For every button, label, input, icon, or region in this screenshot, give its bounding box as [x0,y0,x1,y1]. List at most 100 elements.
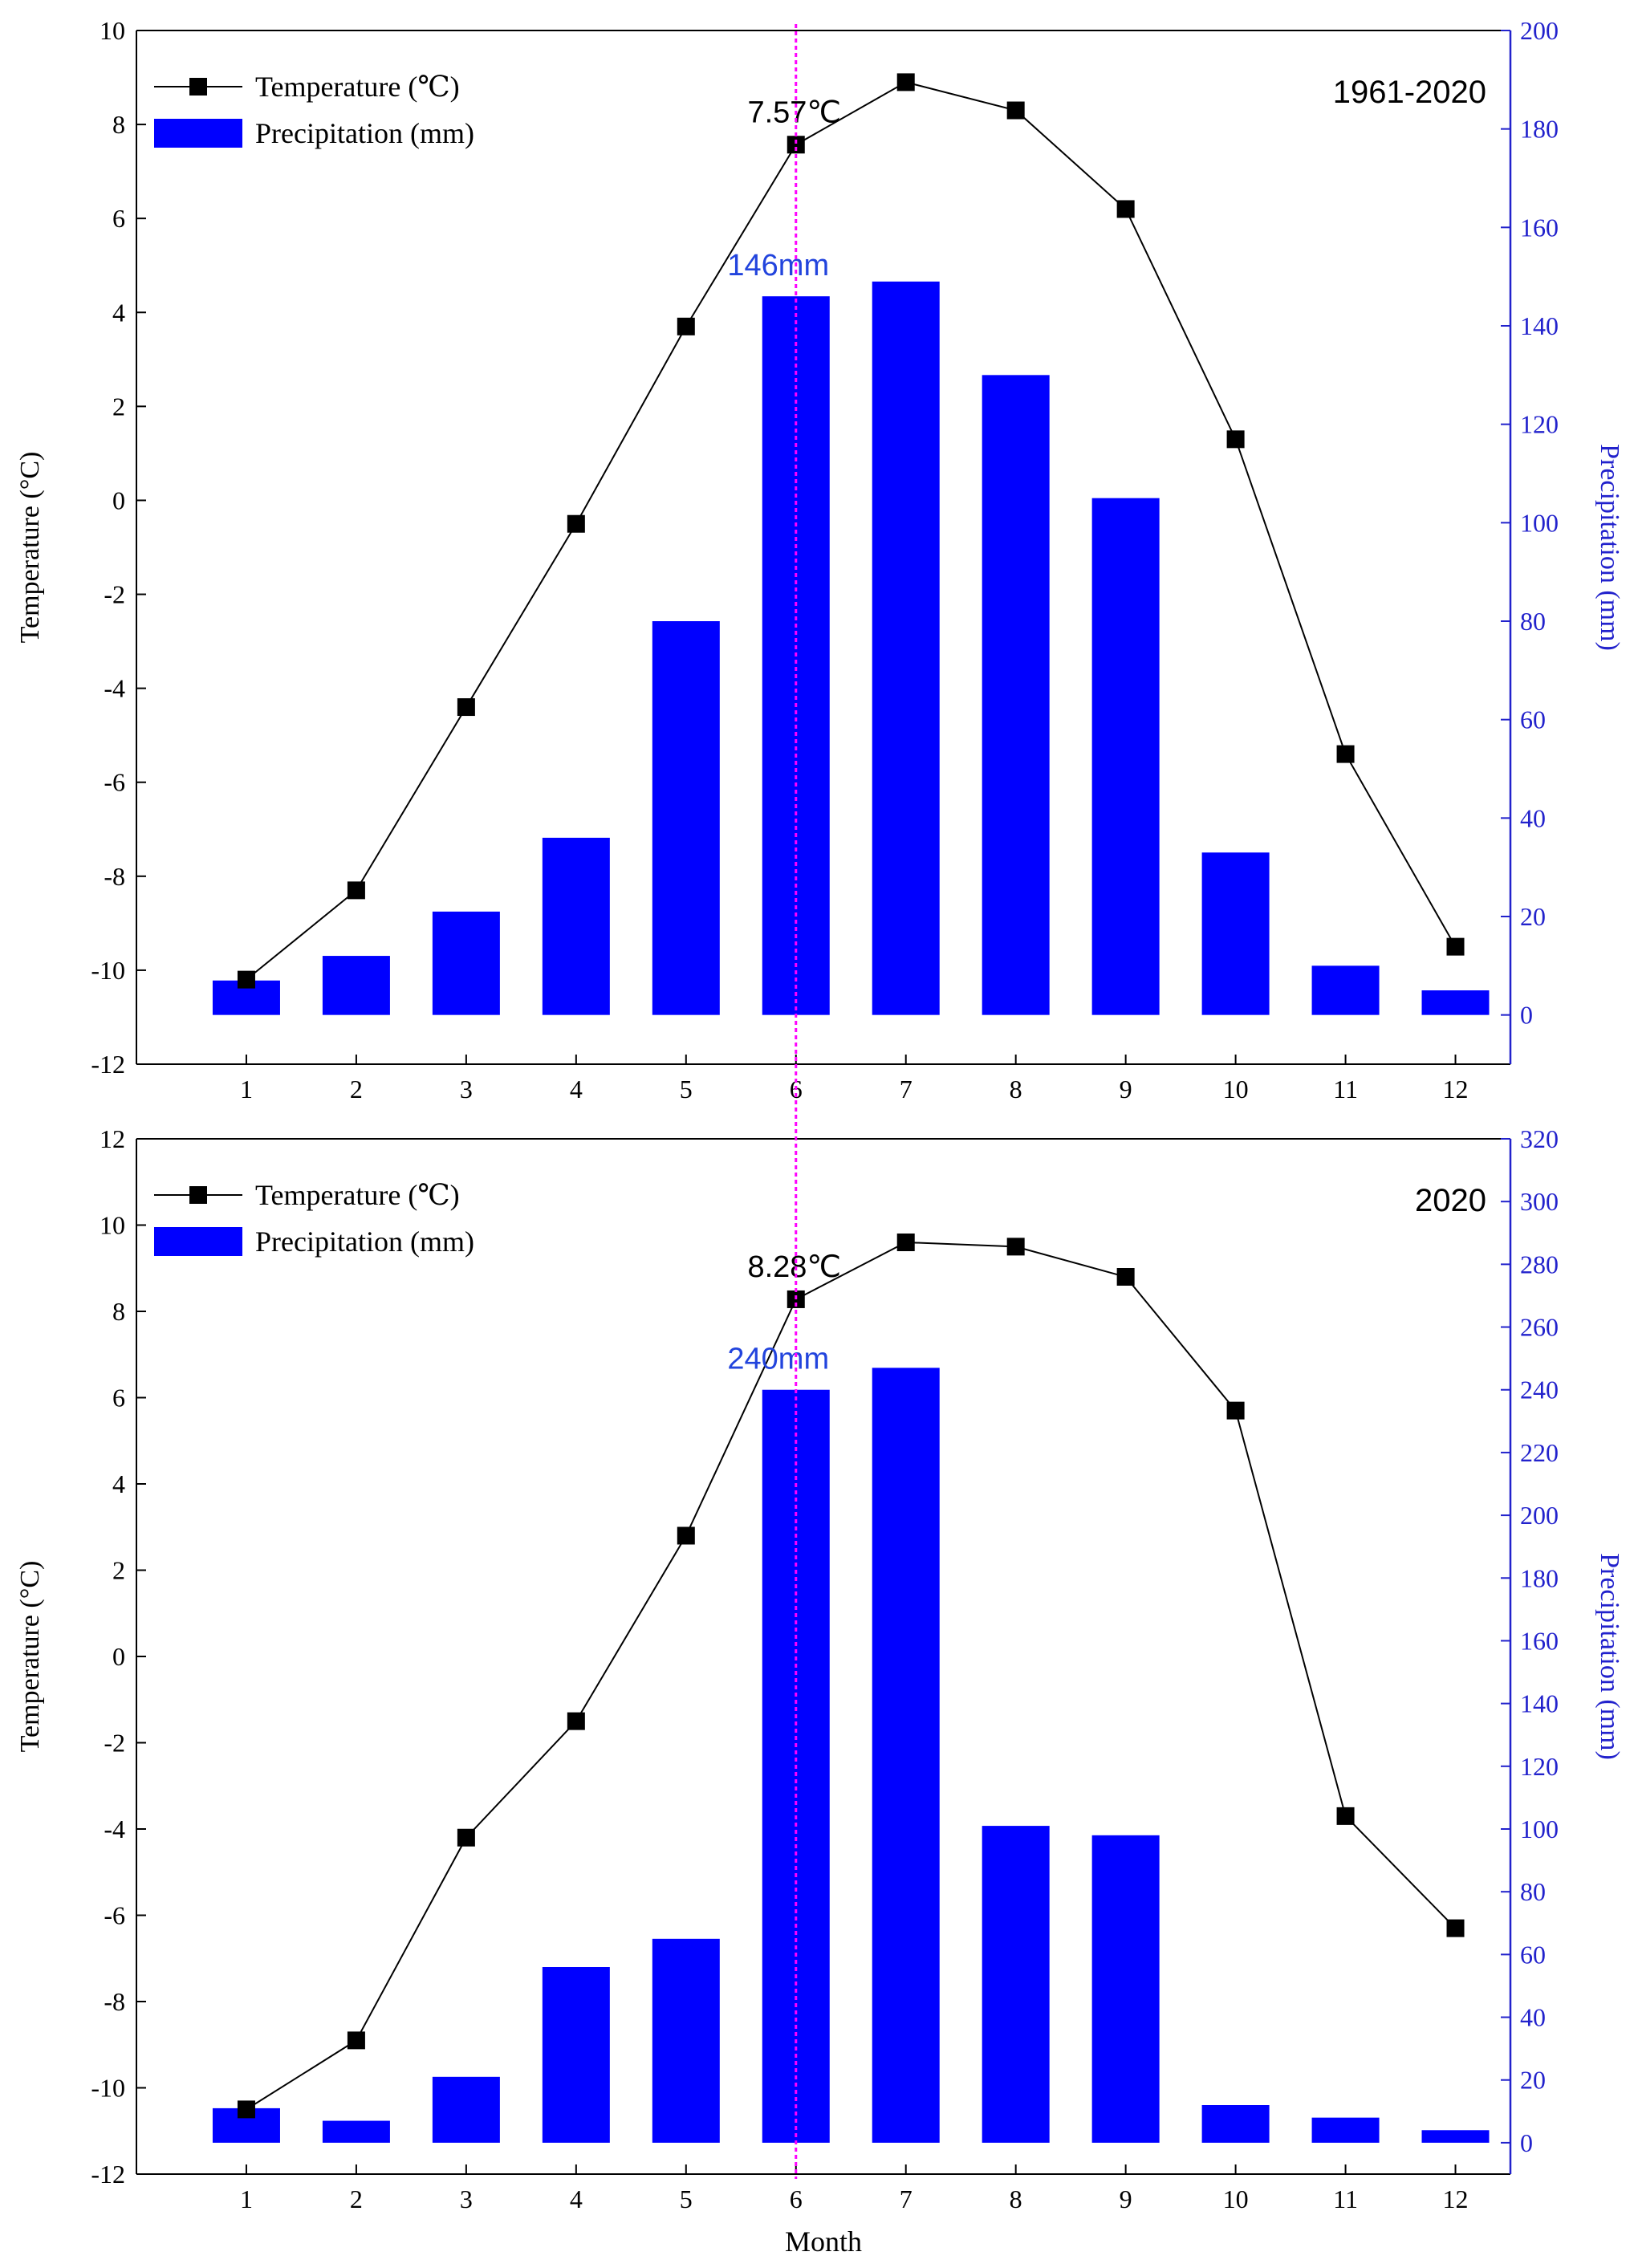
legend-temperature-marker [189,1186,207,1204]
legend-precipitation-label: Precipitation (mm) [255,1225,474,1258]
x-tick-label: 8 [1010,2185,1022,2213]
right-tick-label: 180 [1520,115,1559,144]
left-tick-label: 12 [100,1124,125,1153]
right-tick-label: 100 [1520,508,1559,537]
precipitation-peak-annotation: 146mm [727,249,829,282]
right-tick-label: 300 [1520,1187,1559,1216]
left-tick-label: 2 [112,392,125,421]
precip-bar-month-10 [1201,852,1270,1015]
left-tick-label: -10 [91,956,125,985]
precip-bar-month-7 [872,1368,940,2143]
right-tick-label: 160 [1520,1626,1559,1655]
x-tick-label: 11 [1333,1075,1358,1104]
right-tick-label: 60 [1520,1940,1546,1969]
legend-precipitation-swatch [154,1227,242,1256]
temperature-line [246,81,1457,981]
left-tick-label: 8 [112,110,125,139]
x-tick-label: 4 [570,1075,583,1104]
precip-bar-month-11 [1311,965,1380,1015]
right-tick-label: 140 [1520,1689,1559,1718]
left-axis-title: Temperature (°C) [15,1561,45,1753]
left-tick-label: 4 [112,298,125,327]
x-tick-label: 9 [1120,2185,1132,2213]
x-tick-label: 12 [1443,1075,1469,1104]
legend-temperature-marker [189,78,207,96]
right-tick-label: 20 [1520,902,1546,931]
right-tick-label: 20 [1520,2066,1546,2095]
x-tick-label: 3 [460,1075,473,1104]
panel-year-label: 2020 [1415,1183,1486,1218]
left-tick-label: 2 [112,1556,125,1585]
left-tick-label: -8 [104,1987,125,2016]
legend-precipitation-swatch [154,119,242,148]
left-tick-label: 10 [100,1211,125,1240]
right-tick-label: 60 [1520,705,1546,734]
right-axis-title: Precipitation (mm) [1595,444,1624,651]
temperature-marker-month-9 [1116,200,1135,218]
right-tick-label: 120 [1520,1752,1559,1781]
right-tick-label: 140 [1520,311,1559,340]
right-tick-label: 280 [1520,1250,1559,1278]
left-tick-label: 0 [112,486,125,514]
temperature-marker-month-4 [567,514,585,533]
x-tick-label: 11 [1333,2185,1358,2213]
right-axis-title: Precipitation (mm) [1595,1553,1624,1760]
left-tick-label: -4 [104,1815,125,1843]
x-tick-label: 1 [240,2185,253,2213]
precip-bar-month-11 [1311,2117,1380,2143]
temperature-marker-month-11 [1336,745,1355,763]
left-tick-label: 8 [112,1297,125,1326]
precip-bar-month-8 [982,375,1050,1015]
precip-bar-month-8 [982,1826,1050,2143]
x-tick-label: 2 [350,1075,363,1104]
precip-bar-month-10 [1201,2105,1270,2143]
x-tick-label: 12 [1443,2185,1469,2213]
temperature-marker-month-12 [1446,1919,1465,1937]
right-tick-label: 180 [1520,1563,1559,1592]
temperature-marker-month-2 [347,2031,365,2050]
temperature-marker-month-10 [1226,430,1245,449]
precip-bar-month-9 [1091,1835,1160,2143]
right-tick-label: 200 [1520,16,1559,45]
x-tick-label: 10 [1223,2185,1249,2213]
x-tick-label: 5 [680,1075,693,1104]
right-tick-label: 0 [1520,1001,1533,1030]
right-tick-label: 200 [1520,1501,1559,1530]
right-tick-label: 120 [1520,410,1559,439]
legend-precipitation-label: Precipitation (mm) [255,117,474,149]
temperature-marker-month-8 [1006,1238,1025,1256]
right-tick-label: 320 [1520,1124,1559,1153]
left-tick-label: -6 [104,768,125,797]
panel-year-label: 1961-2020 [1333,75,1486,110]
precip-bar-month-9 [1091,498,1160,1015]
x-tick-label: 3 [460,2185,473,2213]
x-tick-label: 5 [680,2185,693,2213]
left-axis-title: Temperature (°C) [15,452,45,644]
temperature-marker-month-8 [1006,101,1025,120]
temperature-peak-annotation: 8.28℃ [747,1250,841,1284]
chart-panel-2: -12-10-8-6-4-202468101202040608010012014… [15,1124,1624,2213]
left-tick-label: 10 [100,16,125,45]
precip-bar-month-3 [432,911,500,1015]
x-tick-label: 10 [1223,1075,1249,1104]
left-tick-label: -8 [104,862,125,891]
temperature-marker-month-9 [1116,1268,1135,1286]
x-tick-label: 8 [1010,1075,1022,1104]
precip-bar-month-7 [872,281,940,1015]
temperature-marker-month-4 [567,1712,585,1730]
temperature-marker-month-7 [896,1234,915,1251]
precip-bar-month-5 [652,621,720,1015]
legend-temperature-label: Temperature (℃) [255,1179,460,1211]
precip-bar-month-5 [652,1938,720,2143]
temperature-line [246,1241,1457,2111]
x-tick-label: 9 [1120,1075,1132,1104]
right-tick-label: 240 [1520,1376,1559,1404]
left-tick-label: 6 [112,204,125,233]
precipitation-peak-annotation: 240mm [727,1343,829,1376]
temperature-peak-annotation: 7.57℃ [747,96,841,129]
left-tick-label: -4 [104,674,125,703]
right-tick-label: 80 [1520,607,1546,636]
right-tick-label: 80 [1520,1877,1546,1906]
precip-bar-month-4 [542,1967,610,2143]
temperature-marker-month-5 [677,317,695,335]
